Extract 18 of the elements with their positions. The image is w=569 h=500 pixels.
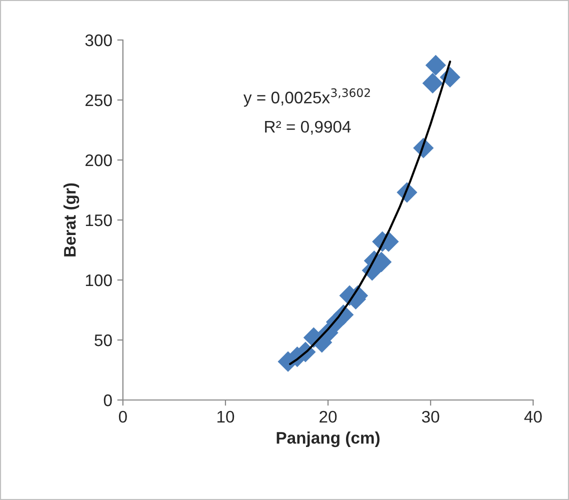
annotation: R² = 0,9904 bbox=[265, 120, 351, 135]
y-tick-label: 300 bbox=[85, 34, 112, 46]
x-axis-title: Panjang (cm) bbox=[276, 432, 380, 448]
x-tick-label: 20 bbox=[320, 410, 337, 423]
x-tick-label: 30 bbox=[422, 410, 440, 423]
y-tick-label: 50 bbox=[94, 334, 112, 346]
x-tick-label: 10 bbox=[217, 410, 234, 423]
y-tick-label: 100 bbox=[86, 274, 112, 286]
x-tick-label: 0 bbox=[118, 410, 127, 423]
y-tick-label: 0 bbox=[104, 394, 112, 406]
y-axis-title: Berat (gr) bbox=[64, 183, 80, 256]
point bbox=[425, 54, 446, 76]
y-tick-label: 200 bbox=[86, 154, 112, 166]
y-tick-label: 250 bbox=[86, 94, 112, 106]
point bbox=[422, 72, 443, 94]
annotation: y = 0,0025x$^{3,3602}$ bbox=[243, 88, 370, 107]
y-tick-label: 150 bbox=[86, 214, 112, 226]
x-tick-label: 40 bbox=[524, 410, 542, 423]
